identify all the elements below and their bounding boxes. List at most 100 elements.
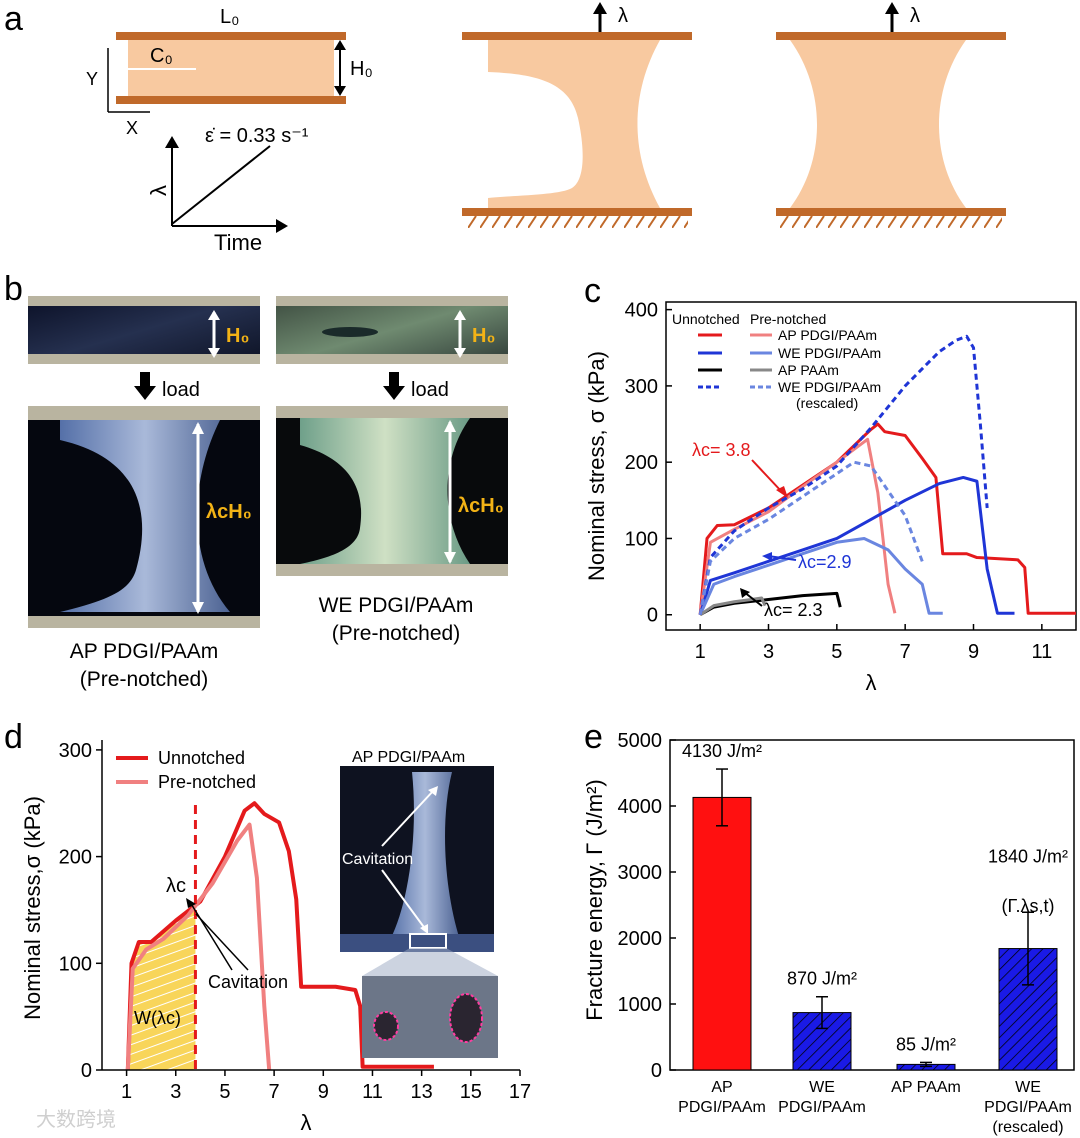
legend-header-prenotched: Pre-notched: [750, 311, 826, 327]
panel-b-photo-ap-after: λcH₀: [28, 406, 260, 628]
photo-we-before: [276, 296, 508, 364]
pull-arrow-icon: [593, 2, 607, 14]
chart-e-category-label: PDGI/PAAm: [678, 1099, 766, 1116]
chart-c-xtick-label: 3: [763, 641, 774, 663]
chart-c-legend: Unnotched Pre-notched AP PDGI/PAAm WE PD…: [672, 311, 881, 411]
chart-e-ytick-label: 3000: [618, 862, 663, 884]
down-arrow-icon: [134, 386, 156, 400]
caption-we-1: WE PDGI/PAAm: [319, 594, 474, 617]
bottom-plate: [116, 96, 346, 104]
panel-a-loading-profile: ε̇ = 0.33 s⁻¹ λ Time: [146, 125, 309, 255]
h0-arrow-head-up: [334, 40, 346, 50]
chart-e-category-label: PDGI/PAAm: [778, 1099, 866, 1116]
notched-gel: [488, 40, 660, 208]
panel-b-photo-ap-before: H₀: [28, 296, 260, 364]
chart-c-xtick-label: 1: [695, 641, 706, 663]
label-h0: H₀: [350, 58, 373, 80]
annot-lc-red: λc= 3.8: [692, 440, 751, 460]
chart-c-series-4: [698, 536, 943, 616]
panel-a-unnotched-deformed: λ: [776, 2, 1006, 228]
legend-item-1: AP PDGI/PAAm: [778, 327, 877, 343]
chart-e-category-label: PDGI/PAAm: [984, 1099, 1072, 1116]
chart-c-ylabel: Nominal stress, σ (kPa): [584, 351, 609, 581]
load-label-1: load: [162, 379, 200, 401]
lambda-label-2: λ: [910, 5, 920, 27]
lambda-axis-label: λ: [146, 185, 171, 196]
legend-prenotched: Pre-notched: [158, 772, 256, 792]
bottom-plate: [462, 208, 692, 216]
chart-c-series-6: [699, 596, 767, 616]
chart-c: 1 3 5 7 9 11 0 100 200 300 400 Nominal stress, σ (…: [584, 300, 1077, 695]
chart-d-series: [125, 801, 434, 1071]
label-l0: L₀: [220, 6, 239, 28]
annot-lc-blue: λc=2.9: [798, 552, 852, 572]
chart-d-xtick-label: 17: [509, 1081, 531, 1103]
chart-c-series-8: [698, 460, 924, 616]
gel-sample: [128, 38, 334, 96]
chart-d-ytick-label: 100: [59, 953, 92, 975]
panel-a-notched-deformed: λ: [462, 2, 692, 228]
lch0-photo-1: λcH₀: [206, 501, 252, 523]
chart-d-xlabel: λ: [301, 1110, 312, 1135]
annot-lc-black: λc= 2.3: [764, 600, 823, 620]
chart-c-series-3: [698, 475, 1015, 616]
load-arrow-1: load: [134, 372, 200, 401]
panel-label-b: b: [4, 270, 23, 308]
extra-label-rescaled: (Γ.λs,t): [1002, 896, 1055, 916]
panel-b-photo-we-before: H₀: [276, 296, 508, 364]
chart-d-ytick-label: 200: [59, 847, 92, 869]
chart-c-series-2: [698, 437, 897, 615]
work-area-hatch: [127, 905, 196, 1070]
panel-label-e: e: [584, 718, 603, 756]
panel-b-photo-we-after: λcH₀: [276, 406, 508, 576]
panel-label-d: d: [4, 718, 23, 756]
load-arrow-2: load: [383, 372, 449, 401]
panel-label-c: c: [584, 272, 601, 310]
chart-e-ytick-label: 2000: [618, 928, 663, 950]
chart-e-value-label: 1840 J/m²: [988, 846, 1068, 866]
chart-e-ytick-label: 0: [651, 1060, 662, 1082]
chart-d-xtick-label: 11: [362, 1081, 383, 1103]
unnotched-gel: [790, 40, 966, 208]
chart-c-series-1: [698, 422, 1076, 615]
chart-d-xtick-label: 3: [170, 1081, 181, 1103]
annot-cavitation: Cavitation: [208, 972, 288, 992]
inset-title: AP PDGI/PAAm: [352, 749, 465, 766]
h0-arrow-head-down: [334, 86, 346, 96]
lambda-label-1: λ: [618, 5, 628, 27]
panel-label-a: a: [4, 0, 23, 38]
chart-c-xtick-label: 5: [831, 641, 842, 663]
annot-lc: λc: [166, 875, 186, 897]
legend-item-3: AP PAAm: [778, 362, 839, 378]
chart-d-xtick-label: 1: [121, 1081, 132, 1103]
chart-c-ytick-label: 0: [647, 605, 658, 627]
top-plate: [116, 32, 346, 40]
h0-photo-1: H₀: [226, 325, 249, 347]
chart-d-ytick-label: 0: [81, 1060, 92, 1082]
lch0-photo-2: λcH₀: [458, 495, 504, 517]
chart-c-ticks: 1 3 5 7 9 11 0 100 200 300 400: [625, 300, 1053, 663]
pull-arrow-icon: [885, 2, 899, 14]
chart-c-frame: [665, 301, 1077, 631]
chart-e-ytick-label: 5000: [618, 730, 663, 752]
chart-c-xtick-label: 11: [1031, 641, 1052, 663]
watermark: 大数跨境: [36, 1108, 116, 1131]
chart-c-ytick-label: 200: [625, 452, 658, 474]
label-x: X: [126, 118, 138, 138]
caption-we-2: (Pre-notched): [332, 622, 460, 645]
chart-d-series-2: [125, 822, 272, 1071]
chart-e-category-label: AP PAAm: [891, 1079, 961, 1096]
time-axis-label: Time: [214, 230, 262, 255]
inset-cavitation: Cavitation: [342, 851, 413, 868]
chart-c-series: [698, 334, 1076, 617]
label-c0: C₀: [150, 45, 173, 67]
chart-e-ytick-label: 1000: [618, 994, 663, 1016]
chart-d-xtick-label: 9: [318, 1081, 329, 1103]
ground-hatch: [466, 216, 688, 228]
chart-d-inset: AP PDGI/PAAm Cavitation: [340, 749, 498, 1058]
legend-item-2: WE PDGI/PAAm: [778, 345, 881, 361]
chart-c-ytick-label: 100: [625, 528, 658, 550]
chart-e-ylabel: Fracture energy, Γ (J/m²): [582, 779, 607, 1021]
